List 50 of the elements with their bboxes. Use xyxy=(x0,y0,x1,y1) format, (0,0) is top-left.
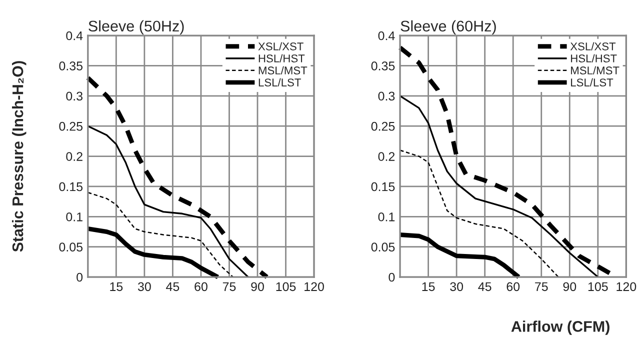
x-tick-label: 105 xyxy=(276,282,296,292)
chart-title: Sleeve (60Hz) xyxy=(400,20,496,35)
y-tick-label: 0.3 xyxy=(66,92,82,101)
y-tick-label: 0.4 xyxy=(378,31,395,40)
x-tick-label: 15 xyxy=(110,282,123,292)
y-tick-label: 0.15 xyxy=(371,182,395,192)
x-tick-label: 105 xyxy=(588,282,608,292)
x-tick-label: 45 xyxy=(478,282,492,292)
x-tick-label: 120 xyxy=(304,282,324,292)
y-tick-label: 0 xyxy=(76,272,83,282)
line-series xyxy=(87,192,234,278)
y-tick-label: 0.1 xyxy=(378,212,395,222)
x-tick-label: 15 xyxy=(422,282,435,292)
x-tick-label: 60 xyxy=(194,282,208,292)
x-tick-label: 75 xyxy=(222,282,236,292)
x-tick-label: 75 xyxy=(535,282,548,292)
y-tick-label: 0.2 xyxy=(66,152,82,161)
legend-label: LSL/LST xyxy=(258,78,301,86)
y-tick-label: 0.35 xyxy=(371,62,395,70)
legend-label: MSL/MST xyxy=(571,66,620,74)
y-tick-label: 0.3 xyxy=(378,92,395,101)
y-tick-label: 0.4 xyxy=(66,31,83,40)
y-tick-label: 0.05 xyxy=(59,242,83,252)
y-tick-label: 0.05 xyxy=(371,242,395,252)
line-series xyxy=(86,226,220,280)
y-axis-title: Static Pressure (Inch-H₂O) xyxy=(12,61,26,252)
x-axis-title: Airflow (CFM) xyxy=(511,320,610,335)
x-tick-label: 30 xyxy=(138,282,151,292)
y-tick-label: 0.2 xyxy=(378,152,395,161)
legend-label: HSL/HST xyxy=(258,54,305,62)
x-tick-label: 90 xyxy=(251,282,264,292)
y-tick-label: 0.35 xyxy=(59,62,83,70)
y-tick-label: 0.25 xyxy=(59,122,83,131)
legend-label: XSL/XST xyxy=(570,42,616,50)
legend-label: HSL/HST xyxy=(571,54,617,62)
legend-label: XSL/XST xyxy=(258,42,304,50)
x-tick-label: 60 xyxy=(506,282,520,292)
y-tick-label: 0.1 xyxy=(66,212,82,222)
chart-title: Sleeve (50Hz) xyxy=(88,20,184,35)
legend-label: LSL/LST xyxy=(571,78,614,86)
line-series xyxy=(399,150,559,278)
x-tick-label: 30 xyxy=(450,282,464,292)
y-tick-label: 0.15 xyxy=(59,182,83,192)
y-tick-label: 0.25 xyxy=(371,122,395,131)
y-tick-label: 0 xyxy=(388,272,395,282)
x-tick-label: 120 xyxy=(616,282,636,292)
legend-label: MSL/MST xyxy=(258,66,308,74)
x-tick-label: 45 xyxy=(166,282,180,292)
line-series xyxy=(87,125,249,278)
x-tick-label: 90 xyxy=(563,282,576,292)
